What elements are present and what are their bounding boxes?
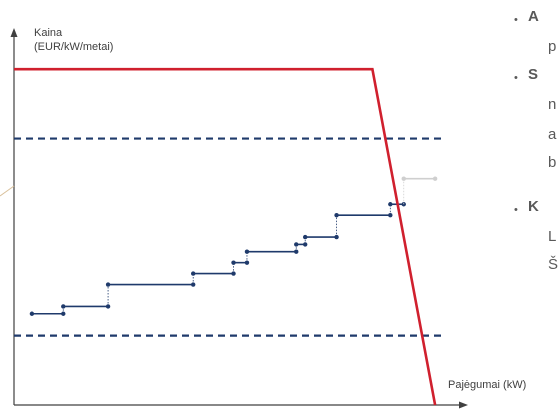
- supply-point: [191, 271, 196, 276]
- bullet-2-line3: a: [548, 126, 557, 143]
- bullet-2-line2: n: [548, 96, 557, 113]
- supply-point: [191, 282, 196, 287]
- supply-point: [231, 260, 236, 265]
- decorative-diagonal-line: [0, 185, 15, 197]
- excluded-point: [401, 176, 406, 181]
- supply-point: [388, 202, 393, 207]
- demand-curve: [14, 67, 437, 406]
- bullet-3-bold: K: [528, 198, 539, 215]
- supply-point: [334, 234, 339, 240]
- chart-marks: [14, 67, 442, 406]
- bullet-3-line3: Š: [548, 256, 558, 273]
- supply-point: [29, 311, 35, 316]
- x-axis-label: Pajėgumai (kW): [448, 379, 527, 391]
- y-axis-label-line1: Kaina: [34, 27, 63, 39]
- y-axis-label-line2: (EUR/kW/metai): [34, 41, 114, 53]
- supply-point: [231, 271, 236, 276]
- bullet-1-line2: p: [548, 38, 557, 55]
- supply-point: [61, 304, 66, 309]
- x-axis-arrow: [459, 401, 468, 409]
- bullet-2-line4: b: [548, 154, 557, 171]
- supply-point: [244, 260, 250, 265]
- bullet-dot: •: [514, 72, 518, 84]
- supply-point: [388, 213, 393, 218]
- supply-point: [303, 242, 308, 247]
- supply-point: [303, 234, 308, 240]
- bullet-2-bold: S: [528, 66, 539, 83]
- supply-point: [105, 282, 111, 287]
- supply-point: [61, 311, 66, 316]
- supply-point: [294, 242, 299, 247]
- bullet-text-panel: • A p • S n a b • K L Š: [510, 0, 558, 300]
- supply-point: [334, 213, 339, 218]
- bullet-1-bold: A: [528, 8, 539, 25]
- bullet-dot: •: [514, 204, 518, 216]
- y-axis-arrow: [10, 28, 18, 37]
- excluded-point: [432, 176, 438, 181]
- bullet-dot: •: [514, 14, 518, 26]
- supply-point: [294, 249, 299, 254]
- supply-point: [244, 249, 250, 254]
- bullet-3-line2: L: [548, 228, 557, 245]
- supply-point: [105, 304, 111, 309]
